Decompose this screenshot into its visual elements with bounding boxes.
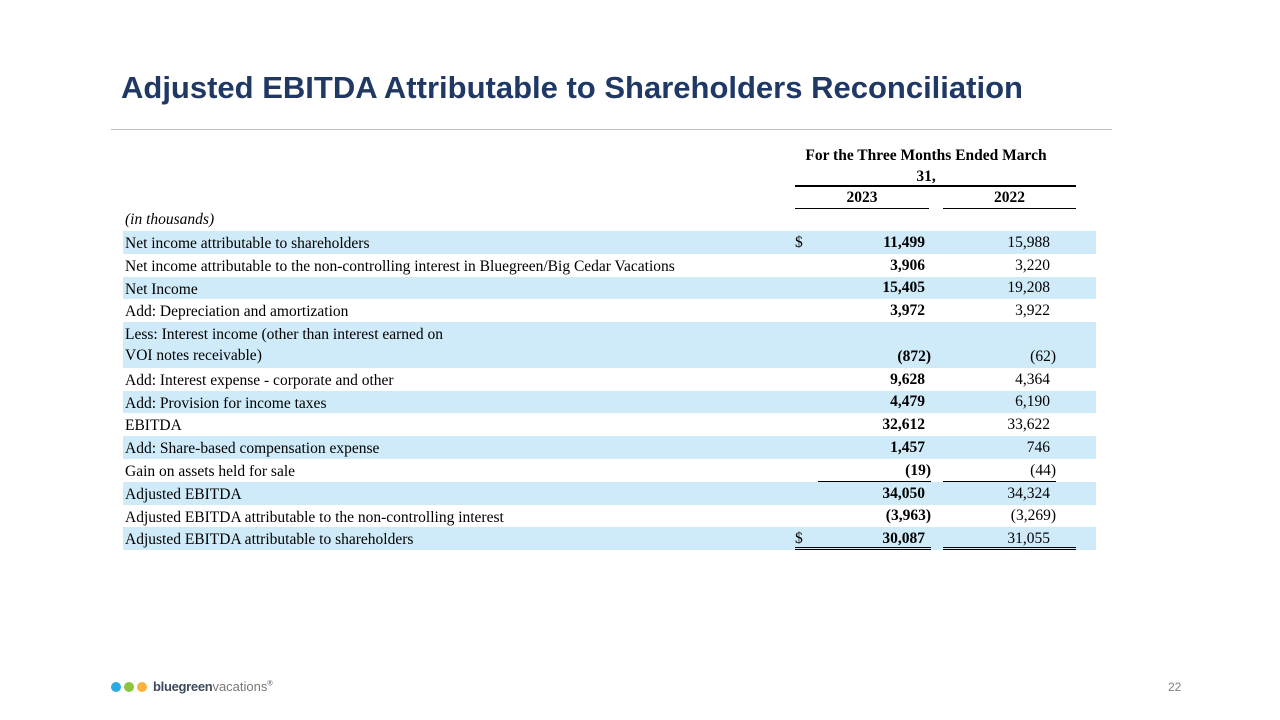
logo-dot-yellow — [137, 681, 147, 692]
year-2023-header: 2023 — [846, 189, 878, 206]
value-2022: 19,208 — [1007, 279, 1050, 297]
subtotal-rule-2022 — [943, 480, 1056, 482]
row-label: Net income attributable to the non-contr… — [125, 257, 675, 275]
value-2022: 4,364 — [1015, 370, 1050, 388]
period-header-rule — [795, 185, 1076, 187]
value-2023: (19) — [905, 461, 931, 479]
row-label: EBITDA — [125, 417, 182, 435]
value-2023: 30,087 — [882, 530, 925, 548]
row-label: Add: Interest expense - corporate and ot… — [125, 371, 394, 389]
value-2023: 3,906 — [890, 256, 925, 274]
value-2023: 1,457 — [890, 438, 925, 456]
value-2023: (3,963) — [885, 507, 931, 525]
page-number: 22 — [1168, 680, 1182, 694]
row-label-line: Less: Interest income (other than intere… — [125, 326, 444, 344]
row-label: Gain on assets held for sale — [125, 462, 296, 480]
value-2022: 6,190 — [1015, 393, 1050, 411]
table-row: Net income attributable to the non-contr… — [123, 254, 1096, 277]
row-label: Add: Provision for income taxes — [125, 394, 327, 412]
logo-dot-blue — [111, 681, 121, 692]
value-2023: 15,405 — [882, 279, 925, 297]
value-2022: (62) — [1030, 347, 1056, 365]
value-2022: (44) — [1030, 461, 1056, 479]
total-double-rule-2022 — [943, 547, 1076, 551]
value-2022: 15,988 — [1007, 233, 1050, 251]
year-2023-rule — [795, 208, 929, 209]
currency-symbol: $ — [795, 530, 803, 548]
company-logo: bluegreenvacations® — [111, 679, 273, 694]
value-2023: 3,972 — [890, 302, 925, 320]
row-label: Adjusted EBITDA attributable to sharehol… — [125, 531, 414, 549]
table-row: Gain on assets held for sale (19) (44) — [123, 459, 1096, 482]
value-2023: (872) — [897, 347, 931, 365]
table-row: Add: Provision for income taxes 4,479 6,… — [123, 390, 1096, 414]
row-label: Less: Interest income (other than intere… — [125, 324, 443, 366]
table-row: Add: Share-based compensation expense 1,… — [123, 436, 1096, 459]
value-2023: 4,479 — [890, 393, 925, 411]
table-row: Less: Interest income (other than intere… — [123, 322, 1096, 368]
title-divider — [111, 129, 1112, 130]
logo-wordmark-light: vacations — [212, 679, 268, 694]
value-2023: 9,628 — [890, 370, 925, 388]
row-label: Adjusted EBITDA — [125, 485, 242, 503]
reconciliation-table: Net income attributable to shareholders … — [123, 231, 1096, 551]
table-row: Adjusted EBITDA 34,050 34,324 — [123, 481, 1096, 505]
year-2022-rule — [943, 208, 1076, 209]
table-row: Add: Depreciation and amortization 3,972… — [123, 299, 1096, 322]
logo-wordmark-bold: bluegreen — [153, 679, 213, 694]
period-header: For the Three Months Ended March 31, — [805, 147, 1047, 185]
slide-title: Adjusted EBITDA Attributable to Sharehol… — [121, 70, 1023, 105]
table-row: Add: Interest expense - corporate and ot… — [123, 368, 1096, 391]
value-2023: 34,050 — [882, 484, 925, 502]
value-2022: 3,220 — [1015, 256, 1050, 274]
table-row: Net income attributable to shareholders … — [123, 231, 1096, 254]
table-row: Net Income 15,405 19,208 — [123, 276, 1096, 300]
value-2023: 11,499 — [883, 233, 925, 251]
row-label-line: VOI notes receivable) — [125, 347, 262, 365]
row-label: Add: Share-based compensation expense — [125, 440, 380, 458]
value-2022: 3,922 — [1015, 302, 1050, 320]
row-label: Adjusted EBITDA attributable to the non-… — [125, 508, 504, 526]
total-double-rule-2023 — [795, 547, 931, 551]
currency-symbol: $ — [795, 233, 803, 251]
table-row: EBITDA 32,612 33,622 — [123, 413, 1096, 436]
year-2022-header: 2022 — [994, 189, 1025, 206]
value-2022: 746 — [1026, 438, 1050, 456]
units-note: (in thousands) — [125, 211, 215, 228]
row-label: Net income attributable to shareholders — [125, 235, 370, 252]
value-2022: 34,324 — [1007, 484, 1050, 502]
logo-dot-green — [124, 681, 134, 692]
row-label: Add: Depreciation and amortization — [125, 303, 349, 321]
value-2022: 31,055 — [1007, 530, 1050, 548]
value-2022: (3,269) — [1010, 507, 1056, 525]
subtotal-rule-2023 — [818, 480, 931, 482]
value-2023: 32,612 — [882, 416, 925, 434]
table-row: Adjusted EBITDA attributable to sharehol… — [123, 527, 1096, 551]
table-row: Adjusted EBITDA attributable to the non-… — [123, 505, 1096, 529]
logo-trademark: ® — [267, 680, 273, 688]
logo-wordmark: bluegreenvacations® — [153, 679, 273, 694]
value-2022: 33,622 — [1007, 416, 1050, 434]
row-label: Net Income — [125, 280, 198, 298]
